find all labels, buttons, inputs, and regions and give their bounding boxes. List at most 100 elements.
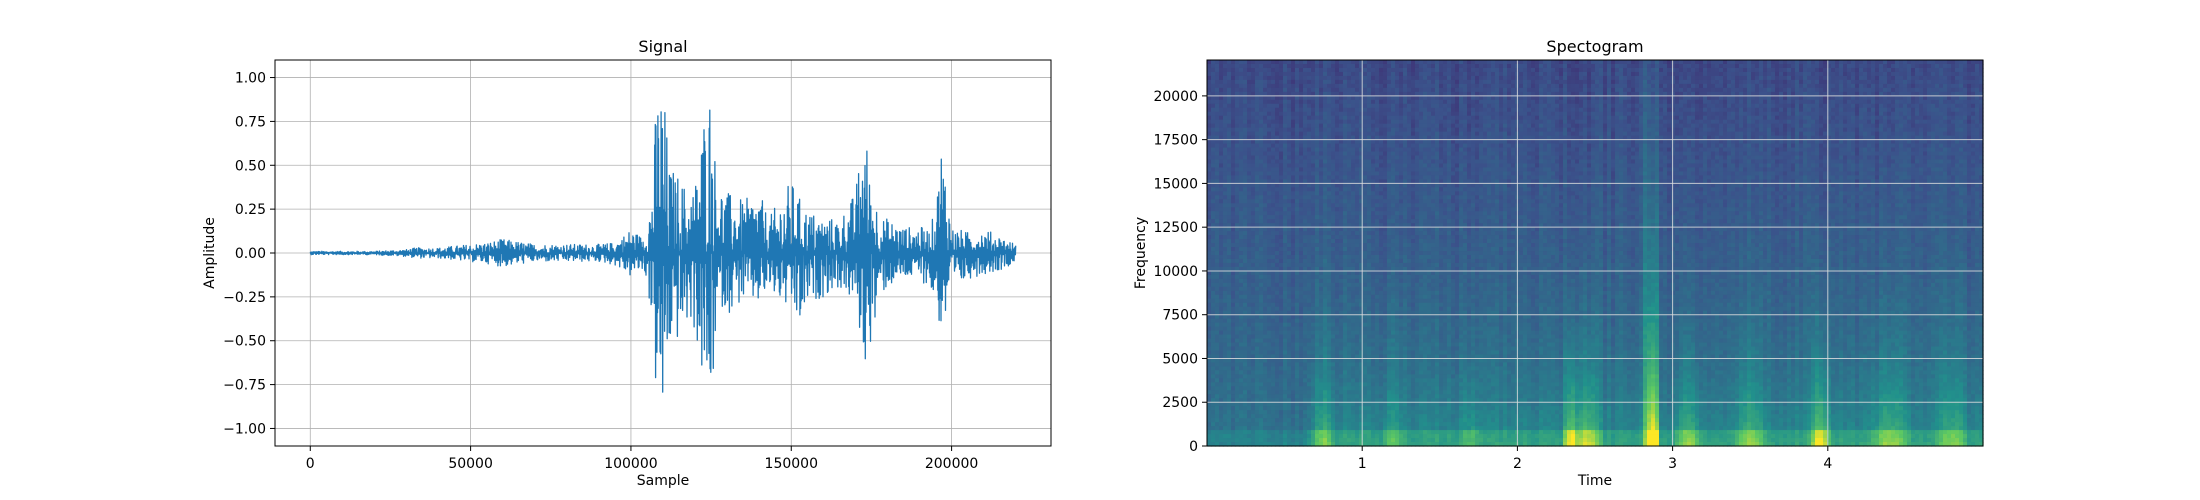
spectrogram-cell <box>1227 338 1232 344</box>
spectrogram-cell <box>1367 75 1372 81</box>
spectrogram-cell <box>1255 139 1260 145</box>
spectrogram-cell <box>1371 239 1376 244</box>
spectrogram-cell <box>1327 322 1332 328</box>
spectrogram-cell <box>1307 442 1312 447</box>
spectrogram-cell <box>1383 203 1388 208</box>
spectrogram-cell <box>1267 422 1272 427</box>
spectrogram-cell <box>1335 211 1340 216</box>
spectrogram-cell <box>1395 203 1400 208</box>
spectrogram-cell <box>1219 274 1224 280</box>
spectrogram-cell <box>1379 87 1384 93</box>
spectrogram-cell <box>1259 338 1264 344</box>
spectrogram-cell <box>1319 438 1324 443</box>
spectrogram-cell <box>1219 203 1224 208</box>
spectrogram-cell <box>1243 143 1248 149</box>
spectrogram-cell <box>1399 111 1404 117</box>
spectrogram-cell <box>1263 434 1268 439</box>
spectrogram-cell <box>1291 326 1296 332</box>
spectrogram-cell <box>1291 151 1296 157</box>
spectrogram-cell <box>1223 155 1228 161</box>
spectrogram-cell <box>1383 139 1388 145</box>
spectrogram-cell <box>1395 71 1400 77</box>
spectrogram-cell <box>1247 262 1252 268</box>
spectrogram-cell <box>1211 123 1216 129</box>
spectrogram-cell <box>1323 151 1328 157</box>
spectrogram-cell <box>1371 386 1376 391</box>
spectrogram-cell <box>1207 63 1212 69</box>
spectrogram-cell <box>1319 159 1324 165</box>
spectrogram-cell <box>1303 111 1308 117</box>
spectrogram-cell <box>1407 378 1412 383</box>
spectrogram-cell <box>1347 179 1352 184</box>
spectrogram-cell <box>1251 251 1256 256</box>
spectrogram-cell <box>1267 310 1272 316</box>
spectrogram-cell <box>1283 243 1288 248</box>
spectrogram-cell <box>1379 235 1384 240</box>
spectrogram-cell <box>1255 243 1260 248</box>
spectrogram-cell <box>1355 282 1360 288</box>
spectrogram-cell <box>1375 179 1380 184</box>
spectrogram-cell <box>1207 342 1212 348</box>
spectrogram-cell <box>1231 258 1236 264</box>
spectrogram-cell <box>1275 159 1280 165</box>
spectrogram-cell <box>1391 147 1396 153</box>
spectrogram-cell <box>1315 266 1320 272</box>
spectrogram-cell <box>1395 278 1400 284</box>
spectrogram-cell <box>1279 298 1284 304</box>
spectrogram-cell <box>1255 75 1260 81</box>
spectrogram-cell <box>1255 183 1260 188</box>
spectrogram-cell <box>1227 191 1232 196</box>
spectrogram-cell <box>1267 107 1272 113</box>
spectrogram-cell <box>1407 63 1412 69</box>
spectrogram-cell <box>1251 346 1256 352</box>
spectrogram-cell <box>1207 219 1212 224</box>
spectrogram-cell <box>1359 326 1364 332</box>
spectrogram-cell <box>1359 322 1364 328</box>
spectrogram-cell <box>1407 195 1412 200</box>
spectrogram-cell <box>1283 159 1288 165</box>
spectrogram-cell <box>1347 243 1352 248</box>
spectrogram-cell <box>1219 215 1224 220</box>
spectrogram-cell <box>1295 422 1300 427</box>
spectrogram-cell <box>1251 75 1256 81</box>
spectrogram-cell <box>1279 167 1284 173</box>
spectrogram-cell <box>1283 91 1288 97</box>
spectrogram-cell <box>1351 183 1356 188</box>
spectrogram-cell <box>1403 390 1408 395</box>
spectrogram-cell <box>1287 63 1292 69</box>
spectrogram-cell <box>1323 87 1328 93</box>
spectrogram-cell <box>1375 163 1380 169</box>
spectrogram-cell <box>1267 438 1272 443</box>
spectrogram-cell <box>1375 203 1380 208</box>
spectrogram-cell <box>1399 386 1404 391</box>
spectrogram-cell <box>1207 386 1212 391</box>
spectrogram-cell <box>1259 79 1264 85</box>
spectrogram-cell <box>1263 402 1268 407</box>
spectrogram-cell <box>1327 123 1332 129</box>
spectrogram-cell <box>1275 127 1280 133</box>
spectrogram-cell <box>1219 79 1224 85</box>
spectrogram-cell <box>1339 402 1344 407</box>
spectrogram-cell <box>1295 219 1300 224</box>
spectrogram-cell <box>1271 442 1276 447</box>
spectrogram-cell <box>1343 314 1348 320</box>
spectrogram-cell <box>1307 139 1312 145</box>
spectrogram-cell <box>1259 278 1264 284</box>
spectrogram-cell <box>1267 207 1272 212</box>
spectrogram-cell <box>1399 175 1404 180</box>
spectrogram-cell <box>1279 310 1284 316</box>
spectrogram-cell <box>1259 294 1264 300</box>
spectrogram-cell <box>1363 147 1368 153</box>
spectrogram-cell <box>1367 135 1372 141</box>
spectrogram-cell <box>1307 127 1312 133</box>
spectrogram-cell <box>1307 286 1312 292</box>
spectrogram-cell <box>1251 119 1256 125</box>
spectrogram-cell <box>1355 167 1360 173</box>
spectrogram-cell <box>1243 60 1248 65</box>
spectrogram-cell <box>1363 430 1368 435</box>
spectrogram-cell <box>1363 63 1368 69</box>
spectrogram-cell <box>1275 191 1280 196</box>
spectrogram-cell <box>1255 314 1260 320</box>
spectrogram-cell <box>1335 434 1340 439</box>
spectrogram-cell <box>1299 410 1304 415</box>
